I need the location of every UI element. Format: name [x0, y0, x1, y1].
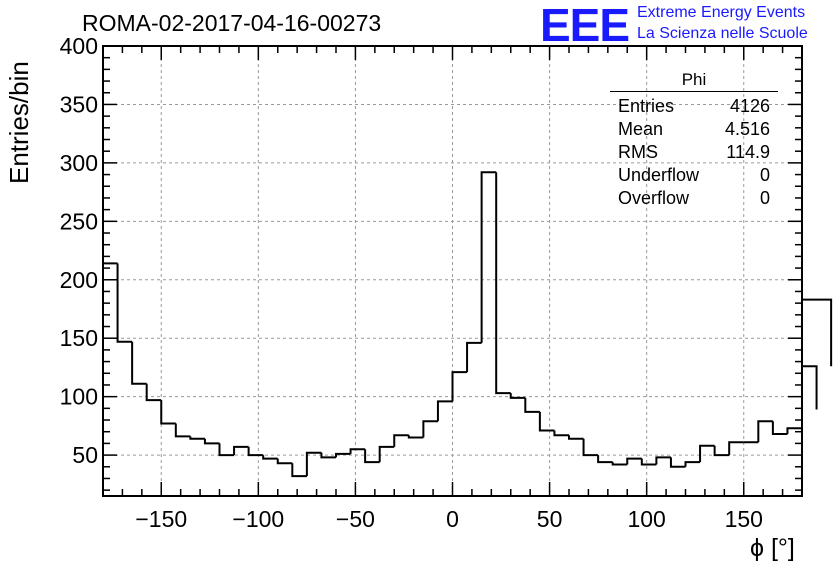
histogram-bin	[480, 171, 497, 343]
histogram-bin	[393, 434, 409, 447]
histogram-bin	[436, 400, 453, 422]
x-tick-label: −50	[336, 506, 375, 532]
x-tick-label: 100	[627, 506, 665, 532]
stats-row: RMS 114.9	[610, 141, 778, 164]
stats-value: 0	[759, 188, 770, 208]
histogram-bin	[669, 457, 686, 468]
stats-box-title: Phi	[610, 70, 778, 92]
y-tick-label: 100	[60, 384, 98, 410]
x-tick-label: −100	[232, 506, 284, 532]
histogram-bin	[640, 458, 657, 466]
histogram-bin	[626, 457, 642, 465]
stats-row: Entries 4126	[610, 95, 778, 118]
histogram-bin	[597, 455, 613, 464]
grid-lines	[103, 45, 802, 496]
histogram-bin	[422, 420, 438, 438]
histogram-bin	[378, 445, 395, 463]
stats-label: RMS	[618, 142, 658, 162]
histogram-bin	[524, 397, 540, 413]
y-tick-label: 400	[60, 33, 98, 59]
histogram-bin	[320, 452, 336, 459]
stats-value: 4.516	[724, 119, 770, 139]
x-tick-label: 50	[537, 506, 563, 532]
stats-label: Underflow	[618, 165, 700, 185]
histogram-bin	[116, 263, 133, 343]
histogram-bin	[291, 463, 307, 478]
x-tick-label: −150	[135, 506, 187, 532]
histogram-bin	[802, 298, 833, 367]
histogram-bin	[466, 341, 482, 373]
stats-value: 114.9	[726, 142, 770, 162]
eee-logo: EEE	[540, 0, 630, 51]
axis-ticks	[102, 45, 803, 496]
histogram-bin	[189, 436, 205, 440]
histogram-bin	[305, 451, 322, 477]
histogram-bin	[611, 462, 628, 466]
histogram-bin	[160, 400, 176, 425]
histogram-bin	[335, 452, 351, 458]
histogram-bin	[407, 435, 424, 439]
histogram-bin	[655, 456, 671, 465]
y-tick-label: 200	[60, 267, 98, 293]
y-tick-label: 350	[60, 91, 98, 117]
histogram-bin	[713, 445, 730, 457]
histogram-bin	[495, 172, 511, 395]
stats-box: Phi Entries 4126 Mean 4.516 RMS 114.9 Un…	[610, 70, 778, 210]
y-tick-label: 300	[60, 150, 98, 176]
histogram-bin	[684, 461, 701, 467]
histogram-bin	[786, 427, 802, 435]
histogram-bin	[145, 383, 162, 402]
x-axis-label: ϕ [°]	[750, 534, 795, 562]
histogram-bin	[451, 371, 468, 402]
stats-label: Mean	[618, 119, 664, 139]
y-axis-label: Entries/bin	[4, 61, 34, 184]
stats-row: Mean 4.516	[610, 118, 778, 141]
logo-line-1: Extreme Energy Events	[637, 4, 806, 21]
histogram-bin	[364, 449, 380, 464]
y-tick-label: 250	[60, 208, 98, 234]
stats-row: Underflow 0	[610, 164, 778, 187]
histogram-bin	[509, 393, 526, 399]
histogram-bin	[203, 438, 220, 445]
stats-value: 0	[759, 165, 770, 185]
histogram-bin	[582, 438, 599, 457]
x-tick-label: 150	[725, 506, 763, 532]
histogram-bin	[131, 341, 147, 385]
histogram-bin	[276, 458, 293, 465]
histogram-bars	[102, 171, 833, 496]
histogram-bin	[102, 262, 118, 496]
stats-value: 4126	[729, 96, 770, 116]
histogram-bin	[218, 443, 235, 457]
histogram-bin	[553, 430, 569, 437]
y-tick-label: 150	[60, 325, 98, 351]
axis-tick-labels: −150 −100 −50 0 50 100 150 50 100 150 200 250 300 350…	[60, 33, 763, 532]
stats-row: Overflow 0	[610, 187, 778, 210]
stats-label: Overflow	[618, 188, 690, 208]
histogram-bin	[757, 420, 773, 443]
y-tick-label: 50	[72, 442, 98, 468]
histogram-bin	[771, 421, 788, 436]
stats-label: Entries	[618, 96, 675, 116]
histogram-bin	[538, 411, 555, 432]
chart-title: ROMA-02-2017-04-16-00273	[82, 10, 382, 36]
histogram-bin	[247, 446, 264, 457]
histogram-bin	[349, 448, 366, 454]
histogram-bin	[174, 423, 191, 438]
histogram-bin	[728, 441, 744, 456]
histogram-bin	[699, 444, 715, 463]
histogram-bin	[233, 445, 249, 456]
histogram-bin	[802, 365, 818, 410]
logo-line-2: La Scienza nelle Scuole	[637, 25, 808, 42]
x-tick-label: 0	[446, 506, 459, 532]
histogram-bin	[262, 455, 278, 460]
histogram-bin	[568, 435, 584, 440]
